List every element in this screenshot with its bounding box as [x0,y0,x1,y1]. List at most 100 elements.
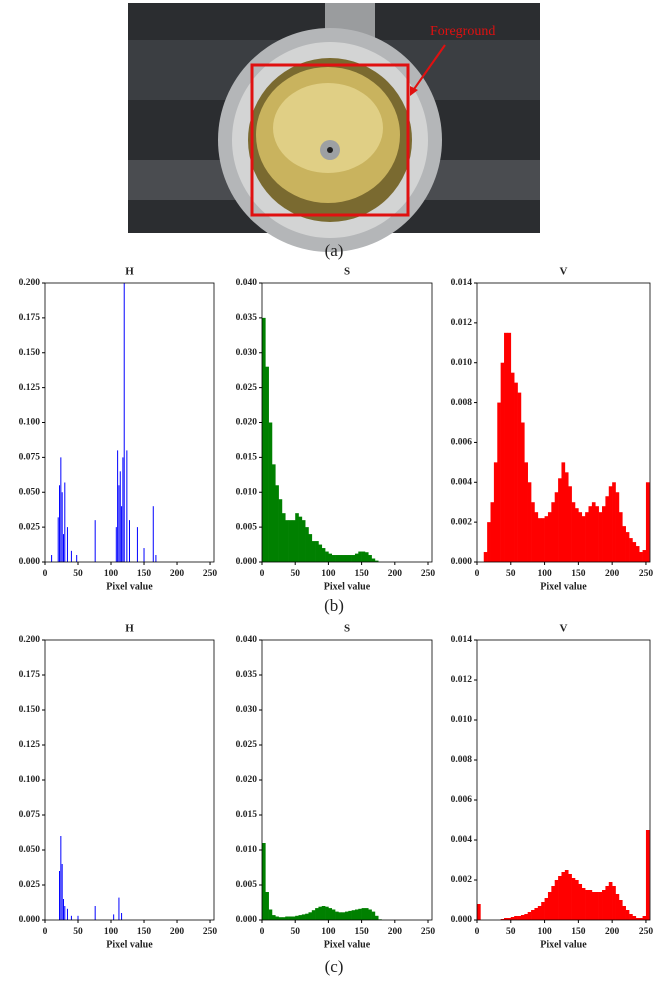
bar [585,890,589,920]
y-tick-label: 0.150 [19,348,41,358]
bar [568,874,572,920]
bar [551,886,555,920]
y-tick-label: 0.125 [19,740,41,750]
bar [575,508,579,562]
x-tick-label: 250 [639,569,653,579]
bar [289,917,293,921]
bar [609,882,613,920]
y-tick-label: 0.035 [236,670,258,680]
bar [279,917,283,920]
bar [484,552,488,562]
y-tick-label: 0.000 [236,557,258,567]
x-tick-label: 50 [290,569,300,579]
bar [487,522,491,562]
bar [616,492,620,562]
x-tick-label: 100 [321,927,336,937]
bar [285,520,289,562]
bar [352,910,356,920]
bar [538,906,542,920]
x-tick-label: 150 [137,927,152,937]
y-tick-label: 0.100 [19,418,41,428]
bar [348,911,352,920]
bar [272,915,276,920]
bar [534,512,538,562]
bar [568,486,572,562]
y-tick-label: 0.030 [236,705,258,715]
bar [558,876,562,920]
bar [289,520,293,562]
bar [626,532,630,562]
bar [548,512,552,562]
bar [295,513,299,562]
bar [565,472,569,562]
x-axis-label: Pixel value [106,581,153,592]
y-tick-label: 0.004 [451,477,473,487]
plot-frame [45,640,214,920]
bar [358,909,362,920]
y-tick-label: 0.006 [451,795,473,805]
y-tick-label: 0.200 [19,635,41,645]
bar [528,482,532,562]
x-tick-label: 250 [421,569,436,579]
bar [365,908,369,920]
bar [315,908,319,920]
bar [575,880,579,920]
bar [362,908,366,920]
bar [507,333,511,562]
chart-title: S [344,623,350,635]
bar [602,506,606,562]
bar [285,917,289,921]
bar [352,555,356,562]
chart-title: V [560,266,568,278]
bar [355,910,359,921]
x-tick-label: 150 [571,927,586,937]
bar [561,462,565,562]
bar [605,496,609,562]
y-tick-label: 0.010 [451,358,473,368]
bar [518,916,522,920]
bar [322,548,326,562]
y-tick-label: 0.012 [451,318,473,328]
bar [312,541,316,562]
y-tick-label: 0.002 [451,875,473,885]
bar [335,555,339,562]
bar [534,908,538,920]
bar [629,538,633,562]
bar [375,916,379,920]
x-tick-label: 200 [388,927,403,937]
bar [639,552,643,562]
bar [551,502,555,562]
bar [372,912,376,920]
bar [335,912,339,920]
bar [599,512,603,562]
bar [365,552,369,562]
x-tick-label: 200 [605,569,620,579]
bar [541,518,545,562]
bar [302,914,306,920]
bar [592,892,596,920]
bar [643,916,647,920]
bar [612,482,616,562]
chart-title: S [344,266,350,278]
bar [646,830,650,920]
x-tick-label: 250 [203,927,218,937]
x-tick-label: 0 [475,927,480,937]
x-tick-label: 150 [354,927,369,937]
y-tick-label: 0.020 [236,418,258,428]
bar [325,907,329,920]
bar [582,516,586,562]
y-tick-label: 0.014 [451,635,473,645]
bar [616,894,620,920]
bar [325,552,329,562]
bar [632,916,636,920]
bar [292,917,296,921]
y-tick-label: 0.025 [19,522,41,532]
bar [521,423,525,563]
y-tick-label: 0.100 [19,775,41,785]
bar [589,890,593,920]
bar [511,917,515,920]
bar [572,502,576,562]
y-tick-label: 0.050 [19,845,41,855]
y-tick-label: 0.040 [236,635,258,645]
y-tick-label: 0.012 [451,675,473,685]
